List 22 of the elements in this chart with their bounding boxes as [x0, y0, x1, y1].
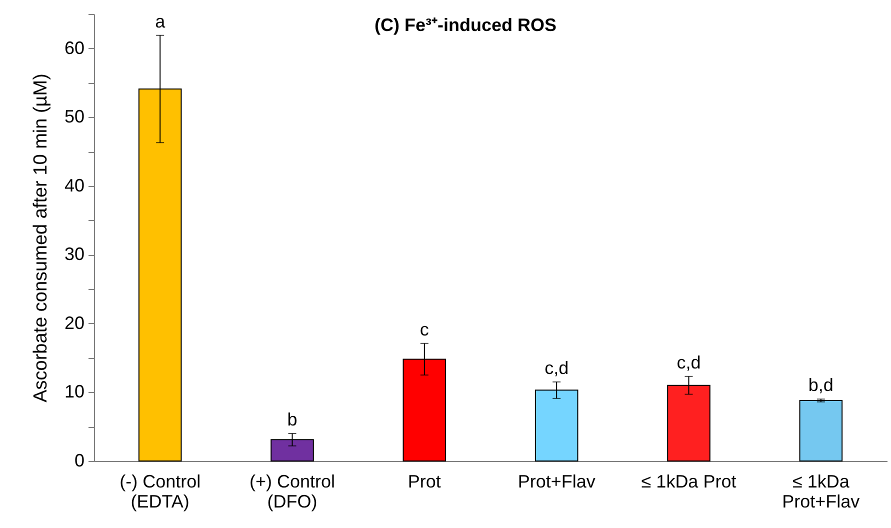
x-tick-label: Prot+Flav	[518, 472, 596, 492]
y-tick-label: 40	[64, 175, 84, 196]
annotation: c,d	[544, 358, 569, 378]
chart-title: (C) Fe³⁺-induced ROS	[374, 15, 556, 35]
y-tick-label: 20	[64, 312, 84, 333]
annotation: c	[420, 319, 429, 340]
annotation: b,d	[808, 375, 834, 396]
y-tick-label: 10	[64, 382, 84, 402]
x-tick-label: ≤ 1kDa Prot	[641, 472, 736, 492]
x-tick-label: (+) Control (DFO)	[249, 472, 336, 512]
x-tick-label: ≤ 1kDa Prot+Flav	[782, 472, 860, 512]
y-tick-label: 30	[64, 244, 84, 264]
y-tick-label: 50	[64, 106, 84, 127]
annotation: a	[155, 11, 166, 32]
x-tick-label: (-) Control (EDTA)	[120, 472, 201, 512]
x-tick-label: Prot	[408, 472, 441, 492]
y-axis-title: Ascorbate consumed after 10 min (µM)	[30, 74, 52, 402]
y-tick-label: 0	[74, 450, 84, 470]
bar	[799, 400, 843, 462]
annotation: c,d	[676, 352, 701, 372]
annotation: b	[287, 409, 298, 430]
y-tick-label: 60	[64, 38, 84, 58]
